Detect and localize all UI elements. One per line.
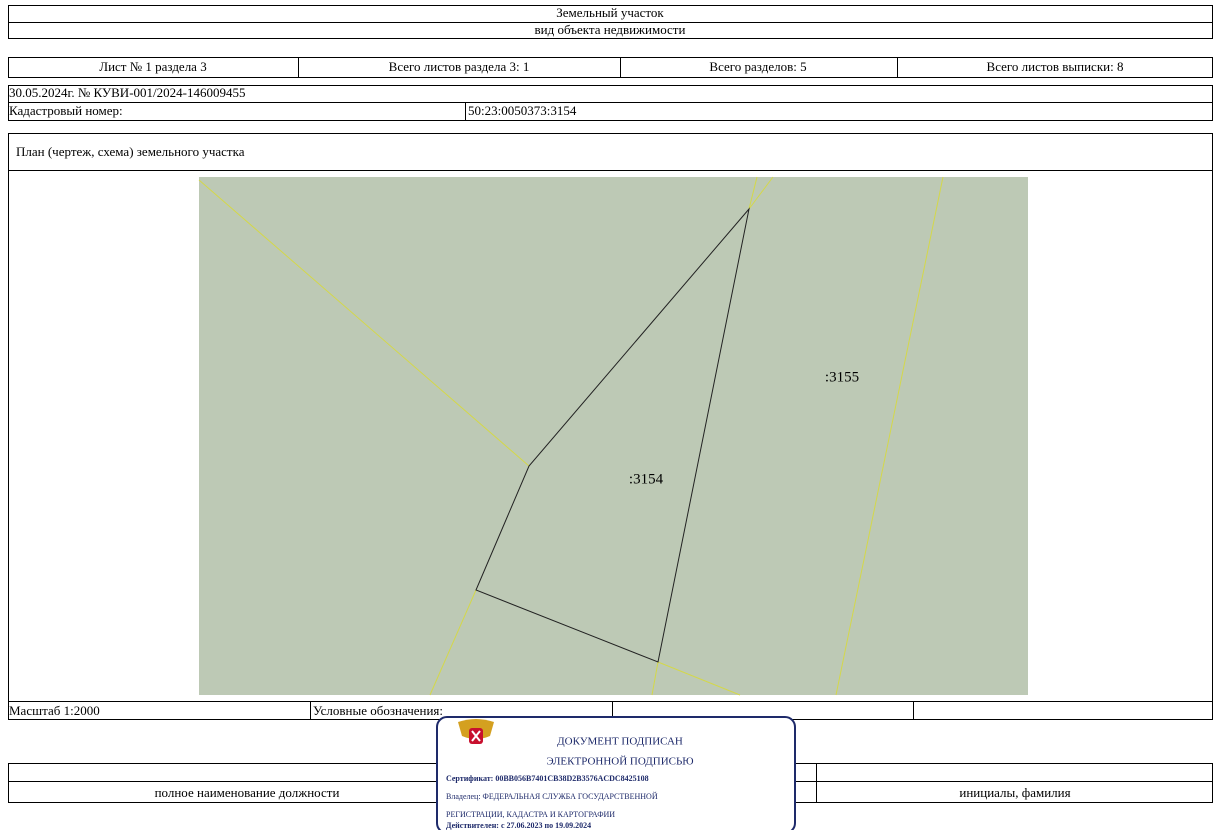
map [199,177,1028,695]
plan-title: План (чертеж, схема) земельного участка [16,144,245,159]
parcel [475,207,750,663]
position-caption: полное наименование должности [155,785,340,800]
boundary [198,179,530,467]
stamp [436,716,796,830]
boundary [748,176,774,210]
stamp-line: ДОКУМЕНТ ПОДПИСАН [557,736,683,748]
sheet-cell: Лист № 1 раздела 3 [99,59,206,74]
stamp-certificate: Сертификат: 00BB056B7401CB38D2B3576ACDC8… [446,774,649,783]
stamp-owner: РЕГИСТРАЦИИ, КАДАСТРА И КАРТОГРАФИИ [446,810,615,819]
boundary [657,661,741,696]
sheet-cell: Всего листов раздела 3: 1 [389,59,530,74]
stamp-line: ЭЛЕКТРОННОЙ ПОДПИСЬЮ [546,756,693,768]
boundary [429,589,477,696]
sheet-cell: Всего листов выписки: 8 [987,59,1124,74]
emblem [458,719,494,744]
neighbor-label: :3155 [825,369,859,385]
sheet-cell: Всего разделов: 5 [709,59,806,74]
parcel-label: :3154 [629,471,664,487]
boundaries [198,176,944,696]
scale: Масштаб 1:2000 [9,703,100,718]
object-title: Земельный участок [556,5,664,20]
cadastral-label: Кадастровый номер: [9,103,123,118]
boundary [651,661,659,696]
boundary [748,176,758,210]
stamp-owner: Владелец: ФЕДЕРАЛЬНАЯ СЛУЖБА ГОСУДАРСТВЕ… [446,792,658,801]
statement: 30.05.2024г. № КУВИ-001/2024-146009455 [9,85,245,100]
stamp-valid: Действителен: с 27.06.2023 по 19.09.2024 [446,821,591,830]
legend: Условные обозначения: [313,703,443,718]
boundary [835,176,944,696]
cadastral-value: 50:23:0050373:3154 [468,103,577,118]
name-caption: инициалы, фамилия [959,785,1070,800]
object-caption: вид объекта недвижимости [535,22,686,37]
